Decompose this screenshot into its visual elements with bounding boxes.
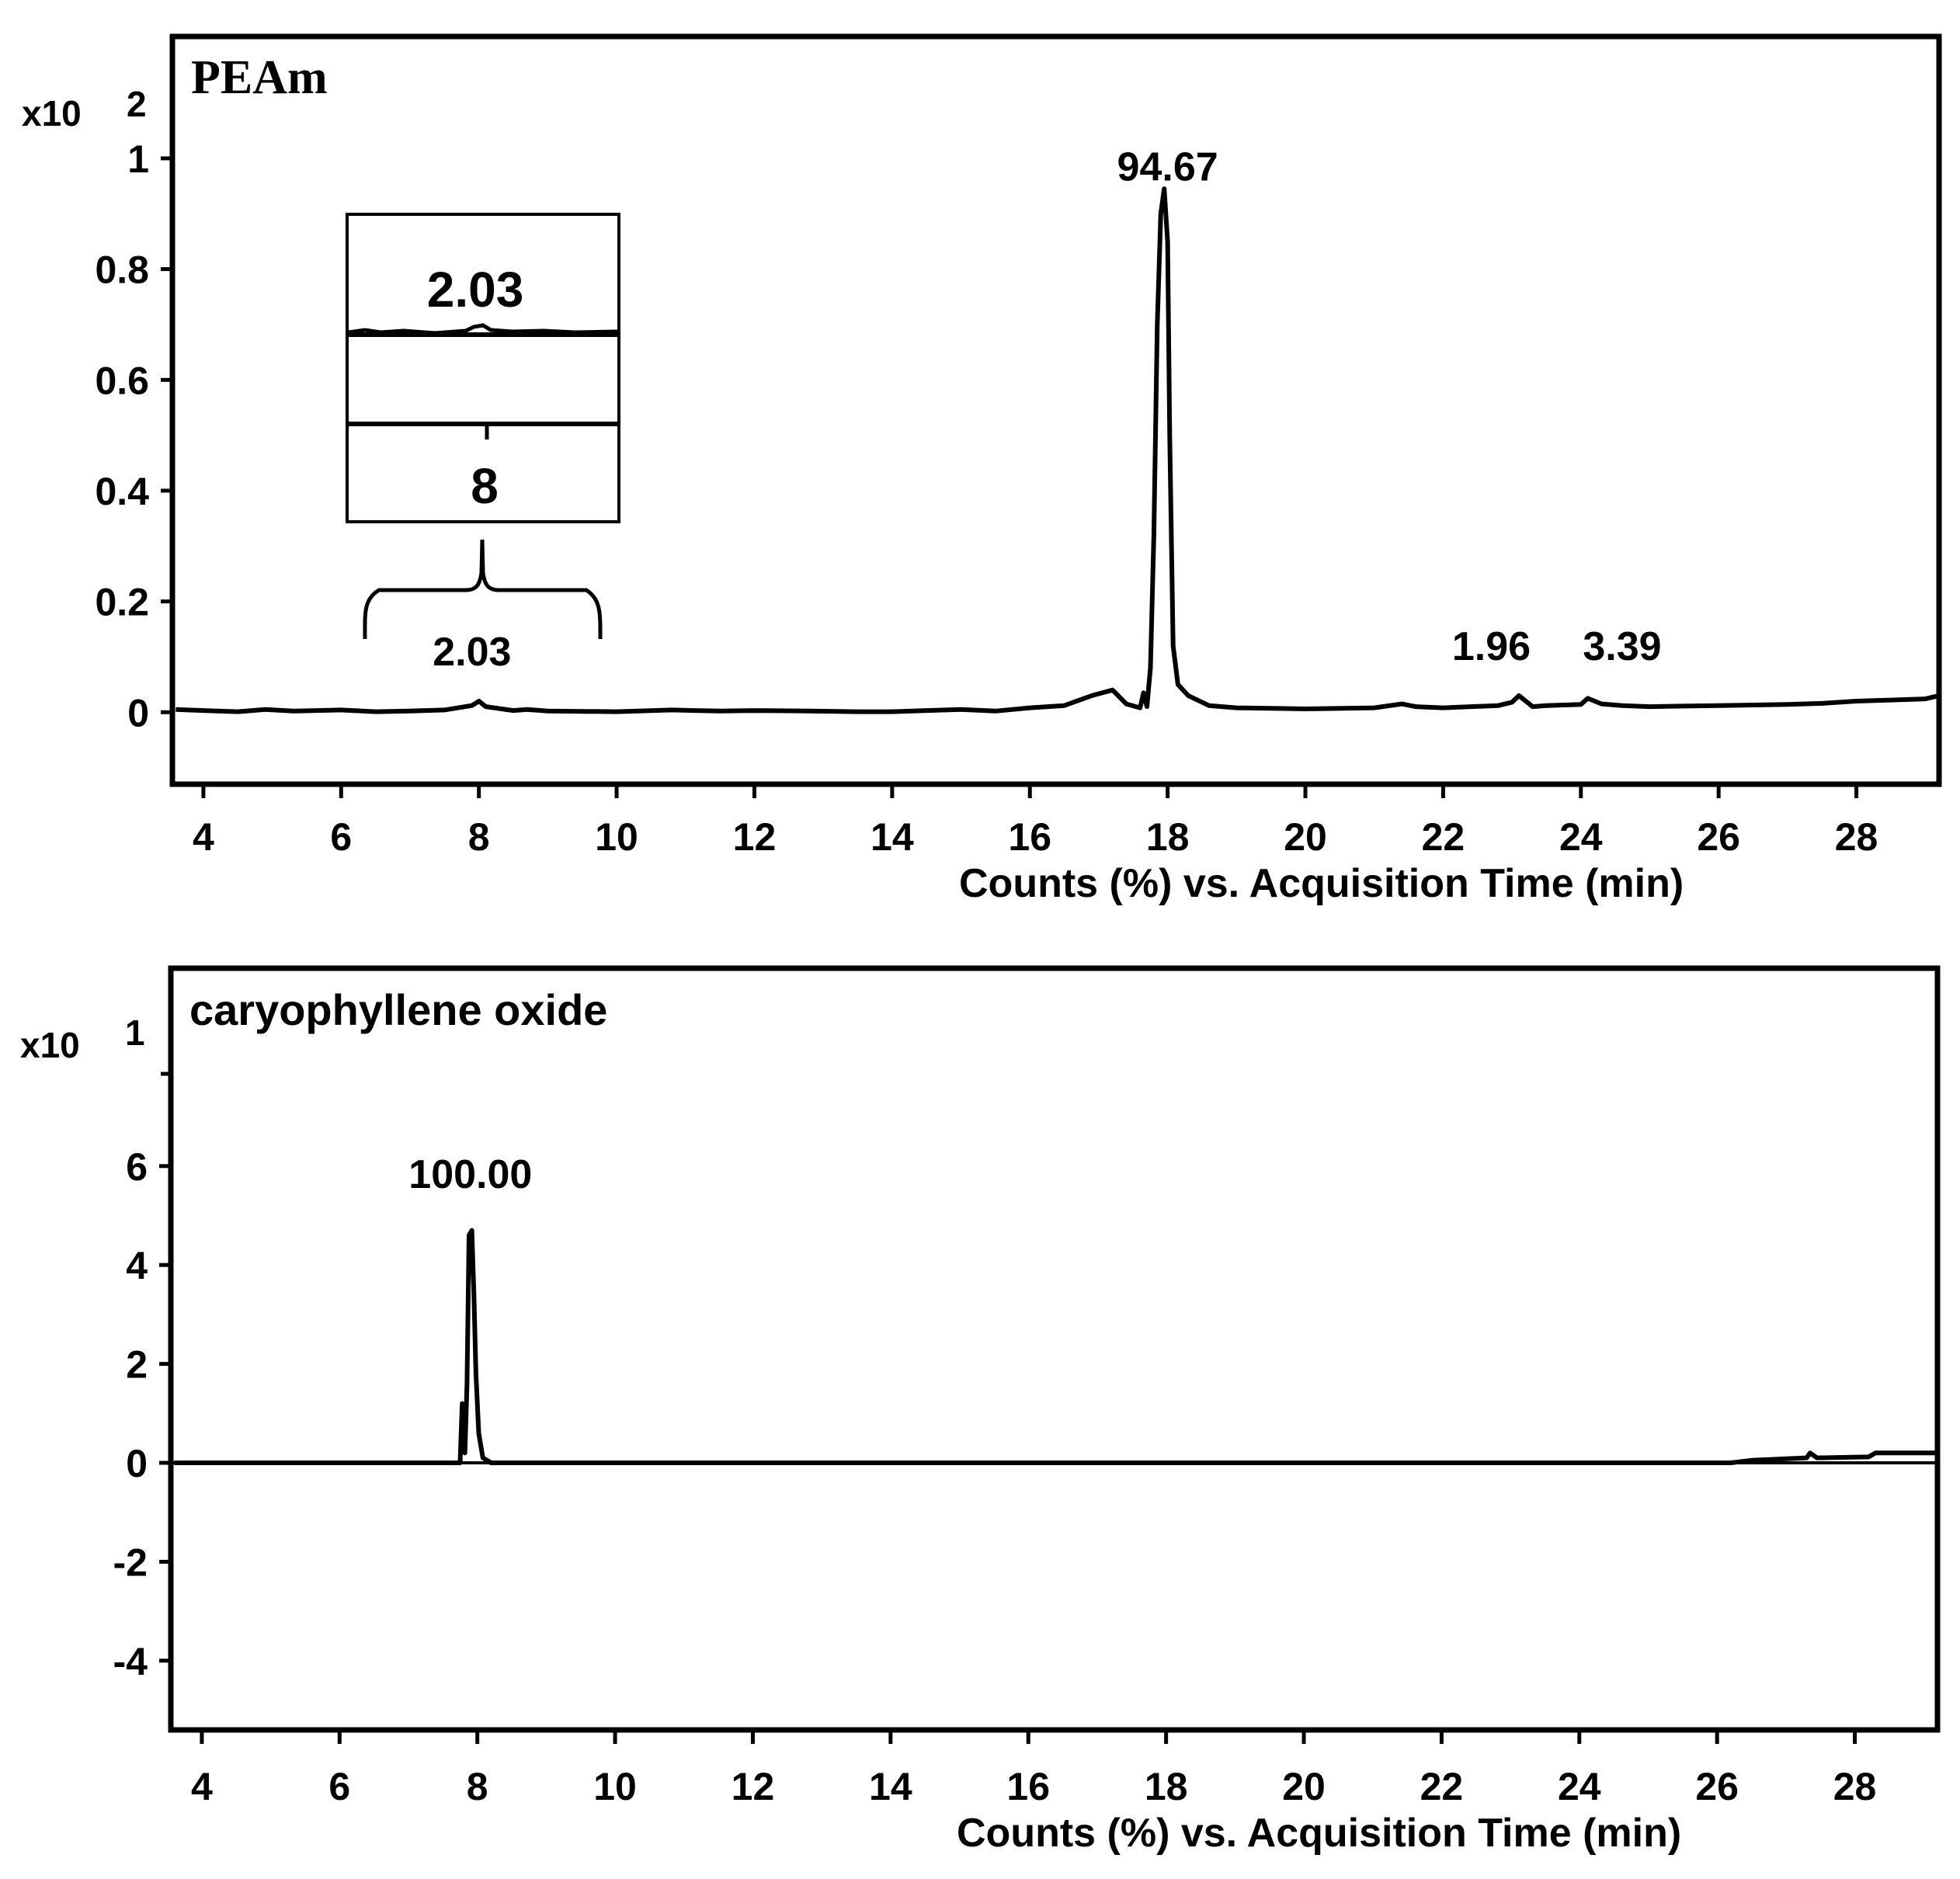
- peak-label: 94.67: [1117, 144, 1218, 189]
- y-axis-ticks: -4 -2 0 2 4 6: [113, 1145, 171, 1683]
- x-tick-label: 16: [1006, 1765, 1050, 1808]
- x-tick-label: 6: [328, 1765, 350, 1808]
- y-tick-label: 1: [127, 137, 149, 181]
- x-tick-label: 14: [869, 1765, 912, 1808]
- x-tick-label: 22: [1420, 1765, 1464, 1808]
- y-tick-label: 4: [126, 1244, 148, 1287]
- x-tick-label: 14: [871, 815, 914, 859]
- x-tick-label: 10: [595, 815, 638, 859]
- x-tick-label: 4: [193, 815, 214, 859]
- x-tick-label: 10: [593, 1765, 637, 1808]
- chart-title: PEAm: [191, 51, 328, 104]
- peak-label: 1.96: [1452, 624, 1531, 669]
- chart-panel-peam: PEAm x10 2 0 0.2 0.4 0.6 0.8 1 4 6 8 10 12 14 16 18 2…: [22, 33, 1942, 906]
- y-multiplier-exponent: 1: [125, 1012, 145, 1053]
- y-tick-label: 6: [126, 1145, 148, 1189]
- x-tick-label: 4: [191, 1765, 213, 1808]
- x-tick-label: 8: [467, 1765, 488, 1808]
- x-tick-label: 12: [732, 1765, 775, 1808]
- x-tick-label: 12: [733, 815, 777, 859]
- y-multiplier-base: x10: [20, 1025, 80, 1065]
- y-tick-label: 0: [127, 691, 149, 735]
- y-tick-label: -4: [113, 1640, 148, 1683]
- x-tick-label: 20: [1284, 815, 1327, 859]
- x-axis-ticks: 4 6 8 10 12 14 16 18 20 22 24 26 28: [193, 784, 1878, 859]
- peak-label: 2.03: [433, 630, 511, 675]
- peak-annotations: 100.00: [408, 1152, 532, 1197]
- plot-frame: [169, 33, 1942, 787]
- y-tick-label: 0.6: [95, 359, 149, 402]
- x-tick-label: 6: [330, 815, 352, 859]
- x-tick-label: 20: [1282, 1765, 1326, 1808]
- y-tick-label: 0: [126, 1442, 148, 1485]
- zoom-bracket: [363, 539, 603, 640]
- x-tick-label: 8: [468, 815, 490, 859]
- x-tick-label: 18: [1145, 1765, 1188, 1808]
- peak-label: 3.39: [1583, 624, 1661, 669]
- y-axis-ticks: 0 0.2 0.4 0.6 0.8 1: [95, 137, 172, 735]
- x-tick-label: 24: [1558, 1765, 1601, 1808]
- inset-frame: [346, 213, 620, 523]
- inset-top-label: 2.03: [427, 262, 524, 318]
- x-axis-ticks: 4 6 8 10 12 14 16 18 20 22 24 26 28: [191, 1730, 1876, 1808]
- x-axis-title: Counts (%) vs. Acquisition Time (min): [959, 861, 1684, 906]
- y-multiplier-base: x10: [22, 93, 82, 134]
- series-layer: [171, 1228, 1937, 1465]
- x-tick-label: 24: [1559, 815, 1603, 859]
- y-multiplier-exponent: 2: [127, 84, 147, 124]
- inset-bottom-label: 8: [471, 458, 499, 514]
- chart-title: caryophyllene oxide: [189, 985, 607, 1034]
- x-tick-label: 28: [1835, 815, 1878, 859]
- peak-annotations: 94.67 2.03 1.96 3.39: [433, 144, 1661, 675]
- series-layer: [175, 186, 1940, 714]
- y-tick-label: -2: [113, 1540, 148, 1584]
- x-axis-title: Counts (%) vs. Acquisition Time (min): [957, 1811, 1681, 1856]
- series-line: [175, 186, 1940, 714]
- x-tick-label: 26: [1697, 815, 1740, 859]
- peak-label: 100.00: [408, 1152, 532, 1197]
- y-tick-label: 2: [126, 1343, 148, 1387]
- x-tick-label: 16: [1008, 815, 1051, 859]
- x-tick-label: 28: [1833, 1765, 1877, 1808]
- plot-frame: [168, 965, 1941, 1733]
- y-tick-label: 0.4: [95, 470, 149, 513]
- x-tick-label: 18: [1146, 815, 1190, 859]
- x-tick-label: 26: [1695, 1765, 1739, 1808]
- y-tick-label: 0.8: [95, 248, 149, 292]
- y-tick-label: 0.2: [95, 581, 149, 624]
- zoom-inset: 2.03 8: [346, 213, 620, 523]
- x-tick-label: 22: [1422, 815, 1465, 859]
- series-line: [174, 1228, 1937, 1465]
